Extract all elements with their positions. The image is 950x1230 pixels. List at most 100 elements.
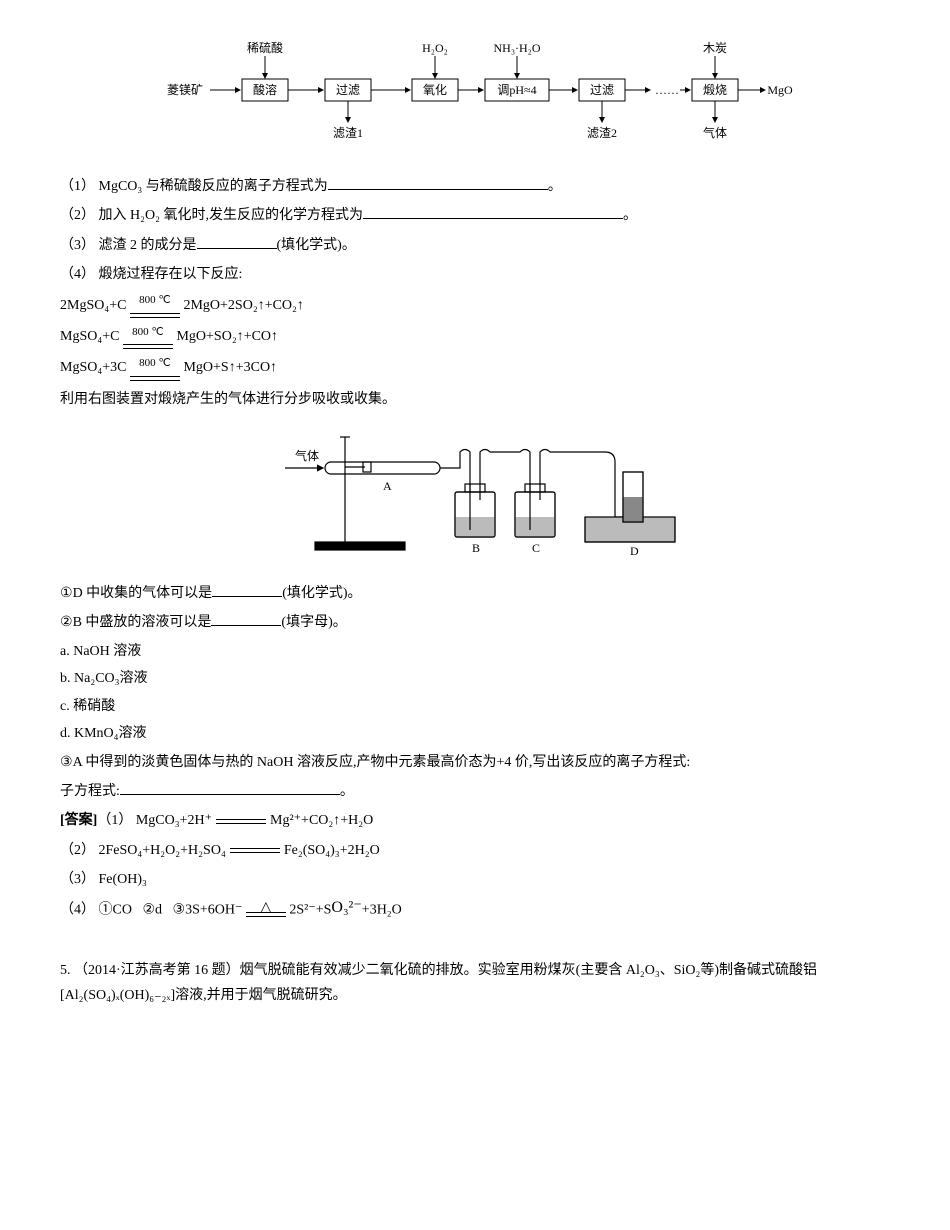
a3-text: Fe(OH)₃ — [99, 872, 147, 887]
r2-right: MgO+SO₂↑+CO↑ — [176, 329, 278, 344]
option-b: b. Na₂CO₃溶液 — [60, 666, 890, 691]
reaction-arrow: 800 ℃ — [130, 356, 180, 381]
flow-top-3: NH₃·H₂O — [493, 41, 540, 55]
option-c: c. 稀硝酸 — [60, 694, 890, 719]
q3-num: （3） — [60, 238, 95, 253]
sub1-blank — [212, 582, 282, 597]
q2-text: 加入 H₂O₂ 氧化时,发生反应的化学方程式为 — [99, 208, 363, 223]
flow-box-6: 煅烧 — [703, 82, 727, 97]
answer-label: [答案] — [60, 813, 97, 828]
sub2-num: ② — [60, 615, 73, 630]
sub1-num: ① — [60, 586, 73, 601]
sub2-before: B 中盛放的溶液可以是 — [73, 615, 212, 630]
sub3-num: ③ — [60, 755, 73, 770]
apparatus-intro: 利用右图装置对煅烧产生的气体进行分步吸收或收集。 — [60, 387, 890, 412]
r3-left: MgSO₄+3C — [60, 360, 126, 375]
q1-after: 。 — [548, 179, 562, 194]
r1-right: 2MgO+2SO₂↑+CO₂↑ — [183, 298, 303, 313]
flow-box-5: 过滤 — [590, 83, 614, 97]
eq-arrow — [216, 819, 266, 824]
q1-text: MgCO₃ 与稀硫酸反应的离子方程式为 — [99, 179, 328, 194]
q5-source: （2014·江苏高考第 16 题） — [74, 963, 240, 978]
sub-question-1: ①D 中收集的气体可以是 (填化学式)。 — [60, 581, 890, 606]
flow-top-2: H₂O₂ — [422, 41, 448, 55]
q1-num: （1） — [60, 179, 95, 194]
r3-right: MgO+S↑+3CO↑ — [183, 360, 277, 375]
sub-question-2: ②B 中盛放的溶液可以是 (填字母)。 — [60, 610, 890, 635]
a4-num: （4） — [60, 903, 95, 918]
svg-text:……: …… — [655, 83, 679, 97]
q1-blank — [328, 175, 548, 190]
flow-top-1: 稀硫酸 — [247, 40, 283, 55]
reaction-arrow: 800 ℃ — [130, 293, 180, 318]
label-D: D — [630, 544, 639, 558]
a4-2: ②d — [142, 903, 162, 918]
answer-1: [答案]（1） MgCO₃+2H⁺ Mg²⁺+CO₂↑+H₂O — [60, 808, 890, 833]
sub2-blank — [211, 611, 281, 626]
flow-bottom-3: 气体 — [703, 125, 727, 140]
reaction-arrow: 800 ℃ — [123, 325, 173, 350]
flow-start: 菱镁矿 — [167, 83, 203, 97]
a2-left: 2FeSO₄+H₂O₂+H₂SO₄ — [99, 843, 226, 858]
apparatus-diagram: 气体 A B C D — [60, 422, 890, 571]
a4-3-right-b: +3H₂O — [362, 903, 402, 918]
a1-left: MgCO₃+2H⁺ — [136, 813, 212, 828]
eq-arrow — [230, 848, 280, 853]
sub3-text: A 中得到的淡黄色固体与热的 NaOH 溶液反应,产物中元素最高价态为+4 价,… — [73, 755, 691, 770]
question-2: （2） 加入 H₂O₂ 氧化时,发生反应的化学方程式为 。 — [60, 203, 890, 228]
r2-left: MgSO₄+C — [60, 329, 119, 344]
reaction-3: MgSO₄+3C 800 ℃ MgO+S↑+3CO↑ — [60, 355, 890, 380]
a4-3-right-a: 2S²⁻+S — [289, 903, 331, 918]
a2-right: Fe₂(SO₄)₃+2H₂O — [284, 843, 380, 858]
question-4: （4） 煅烧过程存在以下反应: — [60, 262, 890, 287]
triangle-arrow: △ — [246, 904, 286, 917]
so3-ion: O₃²⁻ — [331, 894, 361, 923]
a1-right: Mg²⁺+CO₂↑+H₂O — [270, 813, 373, 828]
sub3-after: 。 — [340, 784, 354, 799]
question-1: （1） MgCO₃ 与稀硫酸反应的离子方程式为 。 — [60, 174, 890, 199]
q4-text: 煅烧过程存在以下反应: — [99, 267, 243, 282]
label-B: B — [472, 541, 480, 555]
question-3: （3） 滤渣 2 的成分是 (填化学式)。 — [60, 233, 890, 258]
sub1-after: (填化学式)。 — [282, 586, 361, 601]
a3-num: （3） — [60, 872, 95, 887]
a4-1: ①CO — [99, 903, 132, 918]
flow-box-3: 氧化 — [423, 83, 447, 97]
flow-bottom-2: 滤渣2 — [587, 126, 617, 140]
flow-box-1: 酸溶 — [253, 82, 277, 97]
q4-num: （4） — [60, 267, 95, 282]
sub1-before: D 中收集的气体可以是 — [73, 586, 213, 601]
answer-4: （4） ①CO ②d ③3S+6OH⁻ △ 2S²⁻+SO₃²⁻+3H₂O — [60, 896, 890, 925]
q3-blank — [197, 234, 277, 249]
reaction-2: MgSO₄+C 800 ℃ MgO+SO₂↑+CO↑ — [60, 324, 890, 349]
sub-question-3-line2: 子方程式:。 — [60, 779, 890, 804]
q2-blank — [363, 204, 623, 219]
sub2-after: (填字母)。 — [281, 615, 346, 630]
q2-num: （2） — [60, 208, 95, 223]
gas-label: 气体 — [295, 448, 319, 463]
answer-3: （3） Fe(OH)₃ — [60, 867, 890, 892]
label-A: A — [383, 479, 392, 493]
a2-num: （2） — [60, 843, 95, 858]
a4-3-left: ③3S+6OH⁻ — [173, 903, 243, 918]
answer-2: （2） 2FeSO₄+H₂O₂+H₂SO₄ Fe₂(SO₄)₃+2H₂O — [60, 838, 890, 863]
question-5: 5. （2014·江苏高考第 16 题）烟气脱硫能有效减少二氧化硫的排放。实验室… — [60, 958, 890, 1008]
r1-left: 2MgSO₄+C — [60, 298, 126, 313]
option-a: a. NaOH 溶液 — [60, 639, 890, 664]
q2-after: 。 — [623, 208, 637, 223]
option-d: d. KMnO₄溶液 — [60, 721, 890, 746]
process-flowchart: 稀硫酸 H₂O₂ NH₃·H₂O 木炭 菱镁矿 酸溶 过滤 氧化 调pH≈4 过… — [60, 40, 890, 159]
a1-num: （1） — [97, 813, 132, 828]
flow-top-4: 木炭 — [703, 41, 727, 55]
flow-box-4: 调pH≈4 — [497, 83, 536, 97]
flow-bottom-1: 滤渣1 — [333, 126, 363, 140]
q3-text: 滤渣 2 的成分是 — [99, 238, 197, 253]
q5-num: 5. — [60, 963, 71, 978]
flow-end: MgO — [767, 83, 793, 97]
q3-after: (填化学式)。 — [277, 238, 356, 253]
label-C: C — [532, 541, 540, 555]
sub3-blank — [120, 780, 340, 795]
reaction-1: 2MgSO₄+C 800 ℃ 2MgO+2SO₂↑+CO₂↑ — [60, 293, 890, 318]
sub-question-3: ③A 中得到的淡黄色固体与热的 NaOH 溶液反应,产物中元素最高价态为+4 价… — [60, 750, 890, 775]
flow-box-2: 过滤 — [336, 83, 360, 97]
